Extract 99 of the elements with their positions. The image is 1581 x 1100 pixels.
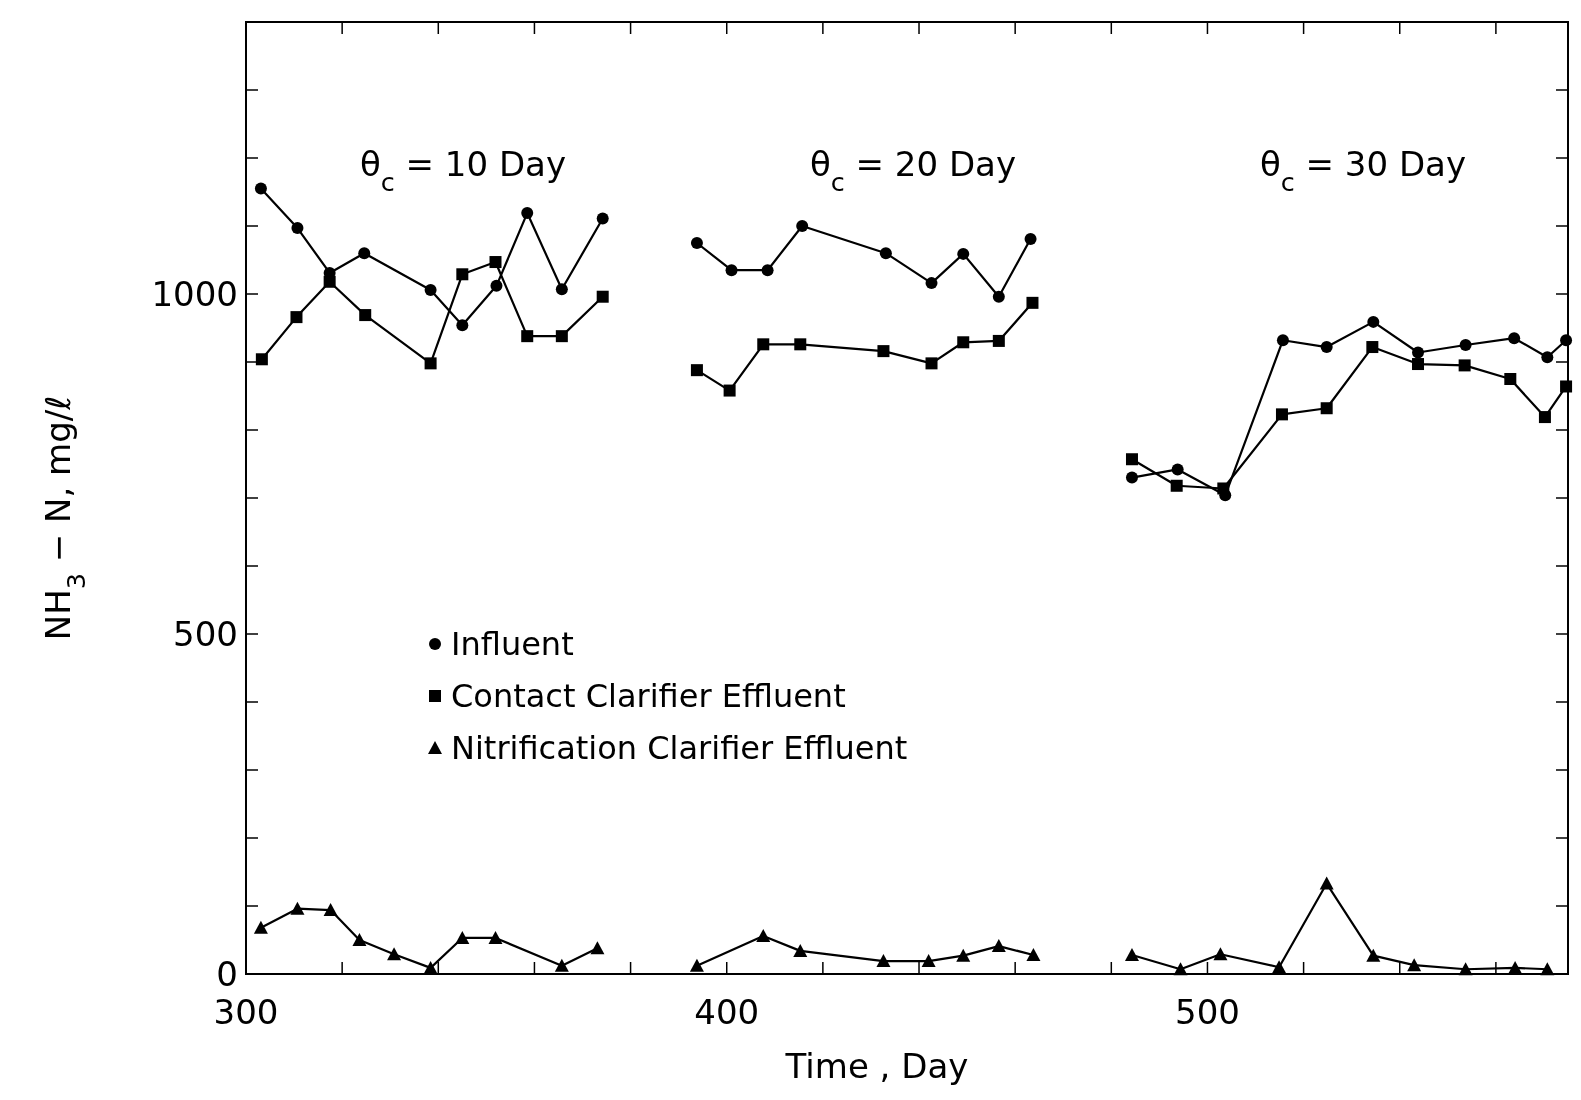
x-tick-label: 400 [694, 992, 760, 1032]
point [521, 207, 534, 220]
point [1024, 232, 1037, 245]
point [323, 903, 338, 917]
point [756, 928, 771, 942]
x-axis-title: Time , Day [784, 1046, 969, 1086]
point [794, 338, 807, 351]
point [1366, 948, 1381, 962]
point [1320, 402, 1333, 415]
x-tick-label: 300 [213, 992, 279, 1032]
point [796, 220, 809, 232]
point [1272, 960, 1287, 974]
point [1124, 947, 1139, 961]
point [358, 247, 371, 260]
point [424, 283, 437, 296]
point [956, 948, 971, 962]
point [596, 212, 609, 225]
point [761, 264, 774, 277]
point [255, 353, 268, 366]
point [455, 930, 470, 944]
y-tick-label: 1000 [151, 273, 238, 314]
point [1508, 960, 1523, 974]
point [1367, 315, 1380, 328]
point [877, 345, 890, 358]
point [1319, 876, 1334, 890]
point [590, 941, 605, 955]
point [1458, 359, 1471, 372]
point [1540, 962, 1555, 976]
point [793, 943, 808, 957]
point [1459, 339, 1472, 351]
point [1560, 334, 1573, 347]
point [876, 954, 891, 968]
point [290, 311, 303, 324]
point [723, 384, 736, 397]
legend-label: Contact Clarifier Effluent [451, 677, 846, 716]
point [925, 357, 938, 370]
point [488, 930, 503, 944]
point [1171, 463, 1184, 476]
point [490, 279, 503, 292]
point [1213, 947, 1228, 961]
point [757, 338, 770, 351]
point [1412, 358, 1425, 371]
annotation: θ$_{c}$ = 20 Day [809, 144, 1017, 197]
point [1173, 962, 1188, 976]
point [254, 182, 267, 195]
point [253, 920, 268, 934]
point [1125, 453, 1138, 466]
point [992, 290, 1005, 303]
point [1125, 471, 1138, 484]
point [1538, 411, 1551, 424]
point [456, 268, 469, 281]
point [879, 247, 892, 260]
point [1407, 958, 1422, 972]
point [555, 330, 568, 343]
point [456, 319, 469, 332]
point [352, 933, 367, 946]
point [690, 364, 703, 377]
point [521, 330, 534, 343]
y-tick-label: 500 [173, 613, 238, 654]
point [1276, 334, 1289, 347]
annotation: θ$_{c}$ = 10 Day [359, 144, 567, 197]
point [1508, 332, 1521, 345]
point [1320, 341, 1333, 354]
point [925, 277, 938, 290]
point [291, 222, 304, 235]
point [921, 954, 936, 968]
point [596, 290, 609, 303]
point [992, 334, 1005, 347]
point [555, 283, 568, 296]
point [1026, 947, 1041, 961]
point [323, 275, 336, 288]
legend-label: Nitrification Clarifier Effluent [451, 729, 908, 768]
x-tick-label: 500 [1175, 992, 1240, 1032]
point [1170, 479, 1183, 492]
point [290, 901, 305, 915]
point [1026, 296, 1039, 309]
point [387, 947, 402, 961]
point [423, 960, 438, 974]
point [1366, 341, 1379, 354]
point [1412, 346, 1425, 359]
point [957, 247, 970, 260]
point [1504, 373, 1517, 385]
point [991, 939, 1006, 953]
point [1217, 482, 1230, 495]
point [1458, 962, 1473, 976]
point [1541, 351, 1554, 364]
point [489, 256, 502, 269]
point [1560, 380, 1573, 393]
legend-label: Influent [451, 625, 574, 664]
point [689, 958, 704, 972]
point [957, 336, 970, 349]
y-tick-label: 0 [216, 953, 238, 994]
annotation: θ$_{c}$ = 30 Day [1259, 144, 1467, 197]
point [424, 357, 437, 370]
point [725, 264, 738, 277]
point [1275, 408, 1288, 421]
point [359, 309, 372, 322]
point [554, 958, 569, 972]
point [690, 237, 703, 249]
